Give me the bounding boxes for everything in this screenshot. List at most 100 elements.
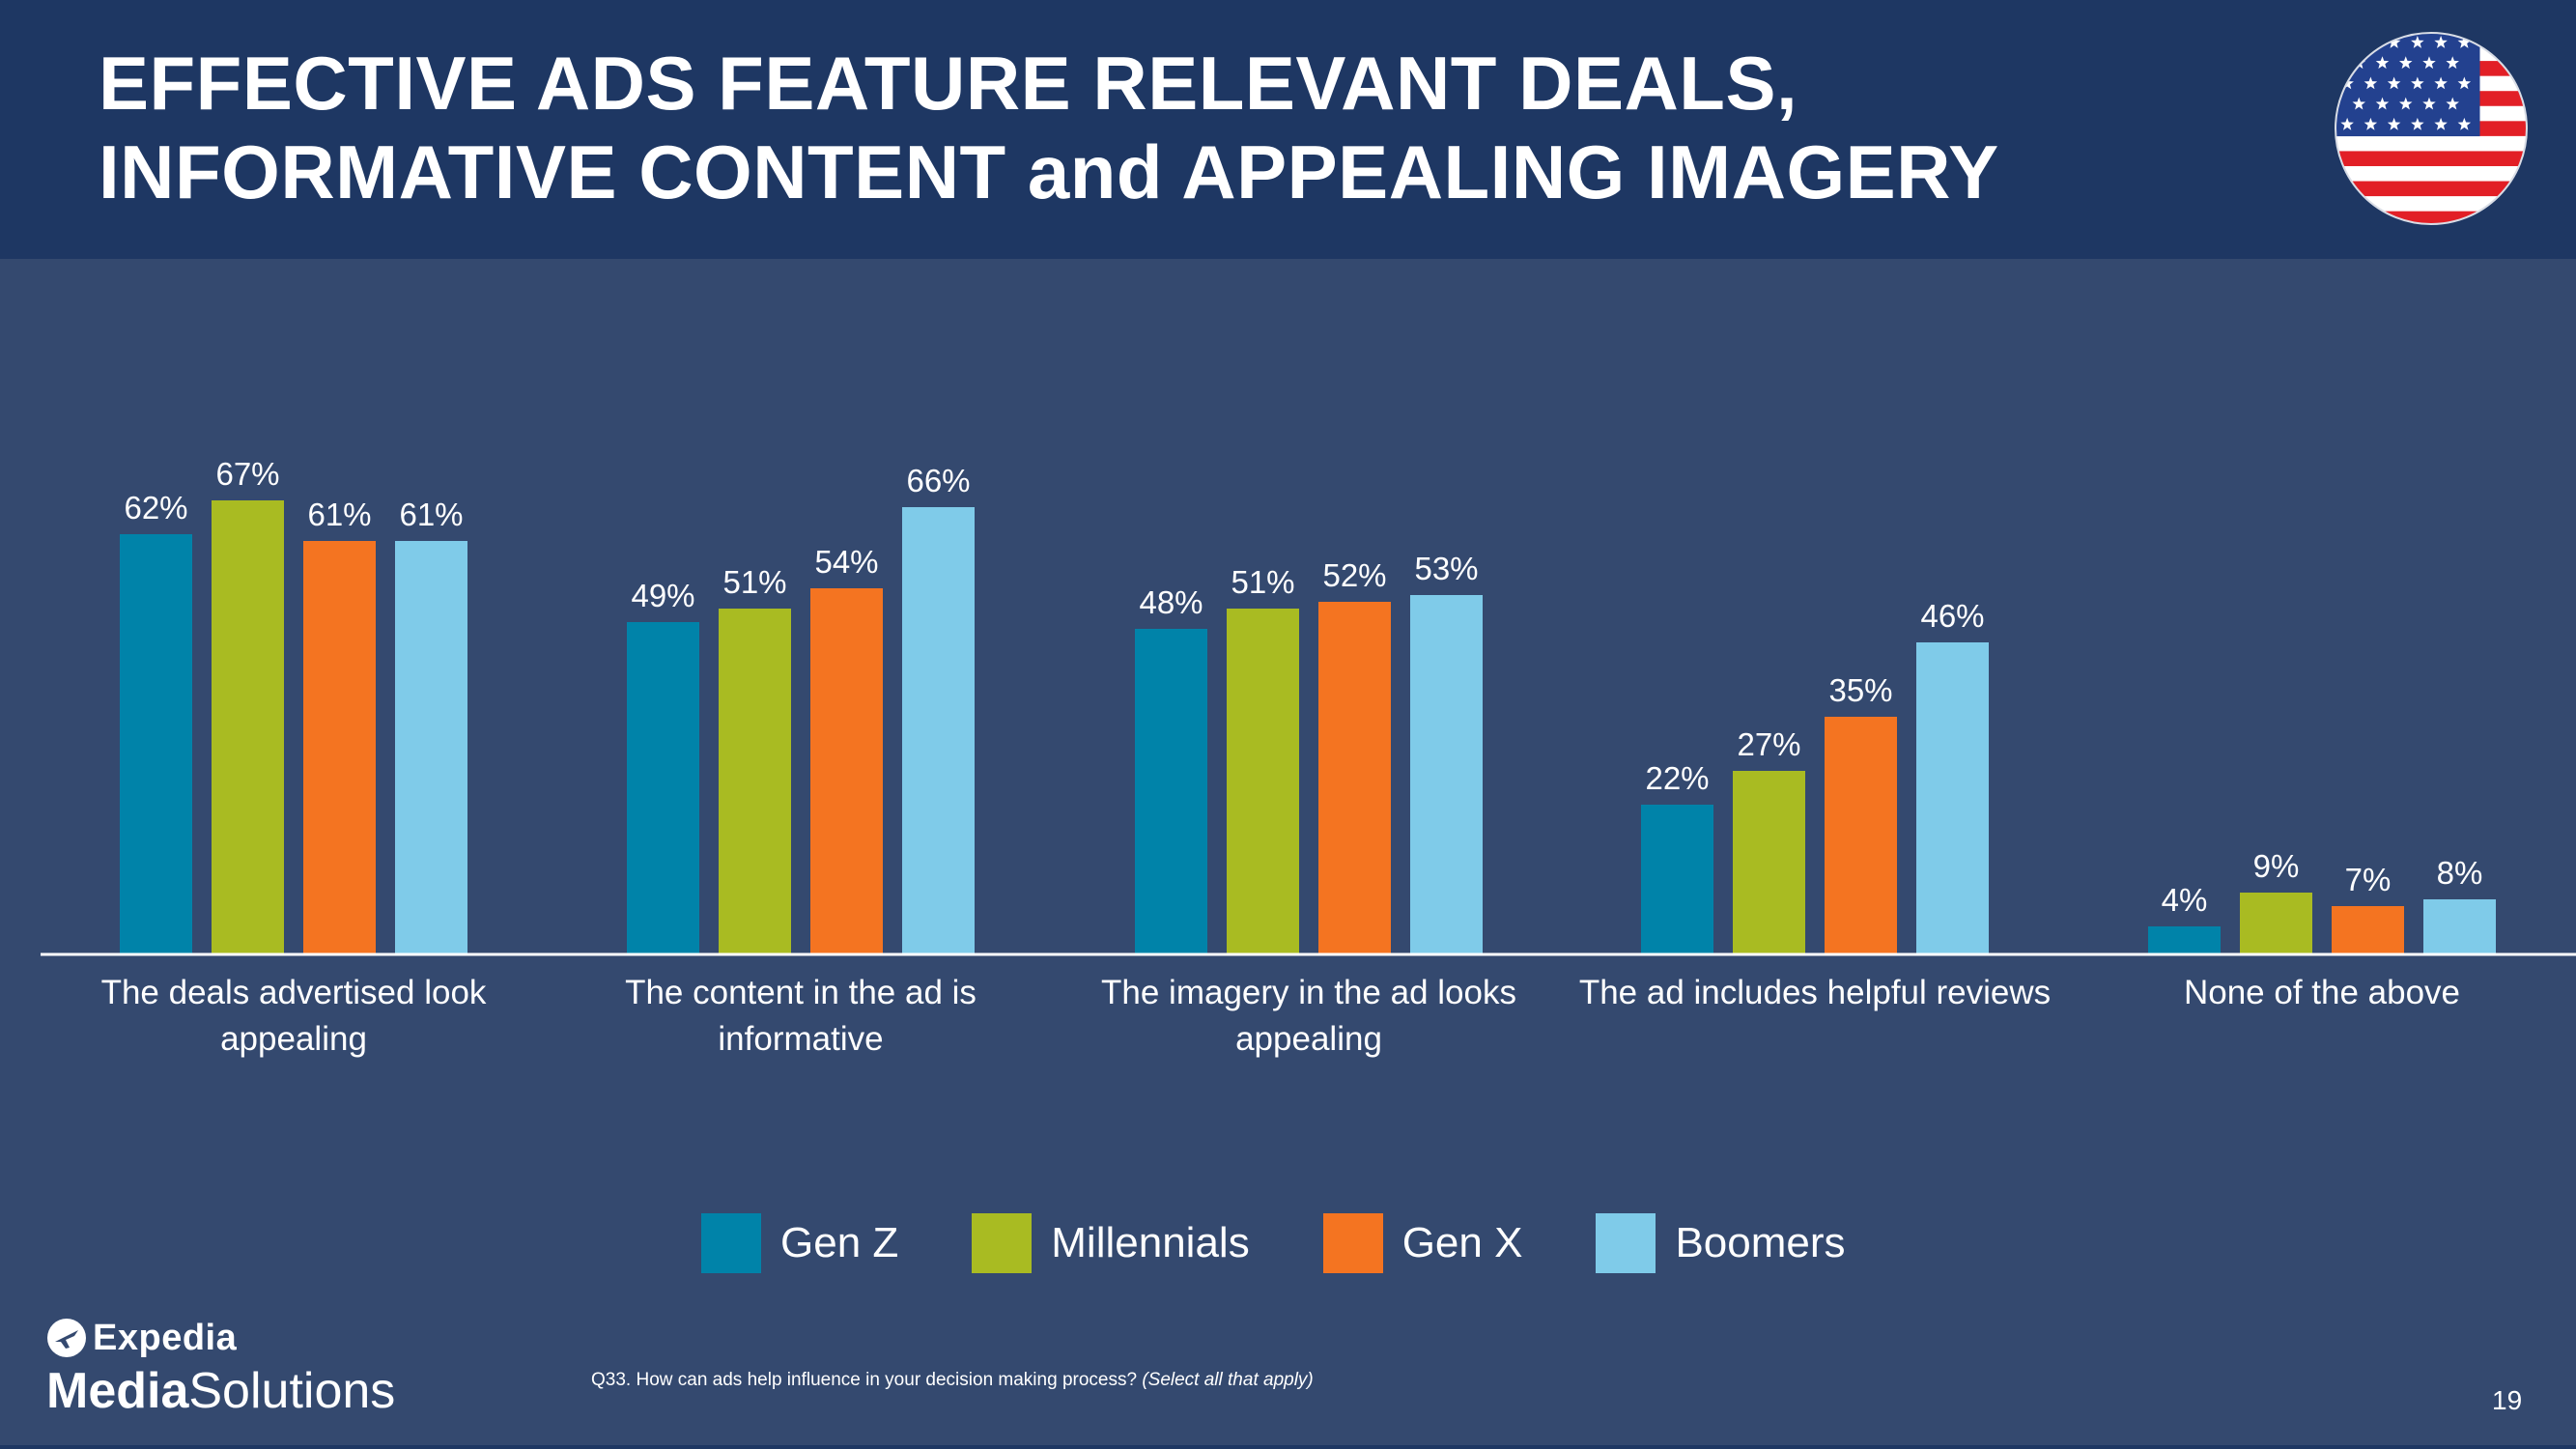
- data-label-millennials-3: 51%: [1231, 564, 1294, 600]
- legend-swatch-millennials: [972, 1213, 1033, 1273]
- bar-gen-z-5: [2148, 926, 2221, 953]
- header-band: EFFECTIVE ADS FEATURE RELEVANT DEALS, IN…: [0, 0, 2576, 259]
- flag-star: [2422, 97, 2436, 110]
- bar-boomers-1: [395, 541, 467, 953]
- data-label-gen-x-1: 61%: [307, 497, 371, 532]
- bar-millennials-1: [212, 500, 284, 953]
- flag-star: [2352, 97, 2366, 110]
- flag-star: [2340, 36, 2354, 48]
- flag-star: [2411, 36, 2424, 48]
- category-label-line: informative: [718, 1020, 883, 1058]
- chart-legend: Gen Z Millennials Gen X Boomers: [701, 1211, 1919, 1275]
- flag-star: [2434, 76, 2448, 90]
- bar-gen-z-4: [1641, 805, 1713, 953]
- bar-boomers-3: [1410, 595, 1483, 953]
- data-label-millennials-4: 27%: [1737, 726, 1800, 762]
- data-label-gen-z-4: 22%: [1645, 760, 1709, 796]
- flag-star: [2457, 76, 2472, 90]
- page-number: 19: [2492, 1385, 2523, 1415]
- flag-star: [2411, 76, 2424, 90]
- category-label-line: The deals advertised look: [101, 974, 487, 1011]
- footnote-question: Q33. How can ads help influence in your …: [591, 1370, 1138, 1390]
- flag-star: [2340, 117, 2354, 130]
- legend-swatch-gen-x: [1322, 1213, 1383, 1273]
- flag-star: [2422, 56, 2436, 70]
- category-label-line: The imagery in the ad looks: [1101, 974, 1516, 1011]
- footnote-note: (Select all that apply): [1142, 1370, 1314, 1390]
- flag-star: [2398, 97, 2413, 110]
- bar-boomers-5: [2423, 899, 2496, 953]
- data-label-boomers-5: 8%: [2437, 855, 2483, 891]
- bar-gen-z-1: [120, 534, 192, 953]
- bar-millennials-5: [2240, 893, 2312, 953]
- category-label-line: The content in the ad is: [625, 974, 977, 1011]
- flag-star: [2375, 97, 2390, 110]
- bar-millennials-4: [1733, 771, 1805, 953]
- data-label-gen-x-2: 54%: [814, 544, 878, 580]
- logo-media: Media: [46, 1363, 189, 1419]
- bar-gen-x-3: [1318, 602, 1391, 953]
- legend-item-millennials: Millennials: [972, 1213, 1250, 1273]
- flag-star: [2411, 117, 2424, 130]
- category-label-line: The ad includes helpful reviews: [1579, 974, 2051, 1011]
- flag-star: [2375, 56, 2390, 70]
- flag-star: [2457, 117, 2472, 130]
- logo-solutions: Solutions: [188, 1363, 396, 1419]
- us-flag-icon: [2335, 32, 2528, 225]
- flag-star: [2364, 36, 2378, 48]
- category-label-3: The imagery in the ad looks appealing: [1101, 974, 1516, 1058]
- title-line-1: EFFECTIVE ADS FEATURE RELEVANT DEALS,: [99, 41, 1798, 126]
- data-label-gen-z-1: 62%: [124, 490, 187, 526]
- flag-star: [2387, 76, 2401, 90]
- category-label-line: None of the above: [2184, 974, 2460, 1011]
- category-label-2: The content in the ad is informative: [625, 974, 977, 1058]
- legend-swatch-boomers: [1596, 1213, 1656, 1273]
- flag-star: [2434, 36, 2448, 48]
- bar-gen-x-5: [2332, 906, 2404, 953]
- bar-gen-x-1: [303, 541, 376, 953]
- flag-star: [2434, 117, 2448, 130]
- flag-star: [2364, 117, 2378, 130]
- category-label-line: appealing: [1235, 1020, 1382, 1058]
- footnote: Q33. How can ads help influence in your …: [591, 1370, 1314, 1391]
- legend-label-gen-x: Gen X: [1401, 1219, 1523, 1266]
- bar-chart: 62% 49% 48% 22% 4% 67% 51% 51% 27% 9% 61% 54% 52% 35%…: [41, 456, 2576, 1058]
- flag-star: [2387, 36, 2401, 48]
- legend-label-boomers: Boomers: [1675, 1219, 1846, 1266]
- category-label-line: appealing: [220, 1020, 367, 1058]
- data-label-gen-x-4: 35%: [1828, 672, 1892, 708]
- data-label-gen-z-2: 49%: [631, 578, 694, 613]
- bar-boomers-4: [1916, 642, 1989, 953]
- bar-gen-x-2: [810, 588, 883, 953]
- category-label-1: The deals advertised look appealing: [101, 974, 487, 1058]
- data-label-gen-x-5: 7%: [2345, 862, 2392, 897]
- data-label-boomers-3: 53%: [1414, 551, 1478, 586]
- legend-item-boomers: Boomers: [1596, 1213, 1846, 1273]
- data-label-boomers-1: 61%: [399, 497, 463, 532]
- flag-star: [2446, 56, 2459, 70]
- data-label-boomers-4: 46%: [1920, 598, 1984, 634]
- flag-star: [2457, 36, 2472, 48]
- legend-label-gen-z: Gen Z: [780, 1219, 899, 1266]
- data-label-millennials-5: 9%: [2253, 848, 2300, 884]
- data-label-gen-x-3: 52%: [1322, 557, 1386, 593]
- bar-gen-x-4: [1825, 717, 1897, 953]
- flag-star: [2446, 97, 2459, 110]
- data-label-gen-z-5: 4%: [2162, 882, 2208, 918]
- category-label-4: The ad includes helpful reviews: [1579, 974, 2051, 1011]
- category-label-5: None of the above: [2184, 974, 2460, 1011]
- bottom-divider: [0, 1445, 2576, 1449]
- data-label-millennials-2: 51%: [722, 564, 786, 600]
- bar-boomers-2: [902, 507, 975, 953]
- legend-item-gen-z: Gen Z: [701, 1213, 898, 1273]
- data-label-millennials-1: 67%: [215, 456, 279, 492]
- bar-millennials-3: [1227, 609, 1299, 953]
- legend-label-millennials: Millennials: [1051, 1219, 1250, 1266]
- bar-millennials-2: [719, 609, 791, 953]
- flag-star: [2387, 117, 2401, 130]
- legend-swatch-gen-z: [701, 1213, 761, 1273]
- flag-star: [2364, 76, 2378, 90]
- logo-brand: Expedia: [93, 1317, 238, 1358]
- bar-gen-z-3: [1135, 629, 1207, 953]
- data-label-boomers-2: 66%: [906, 463, 970, 498]
